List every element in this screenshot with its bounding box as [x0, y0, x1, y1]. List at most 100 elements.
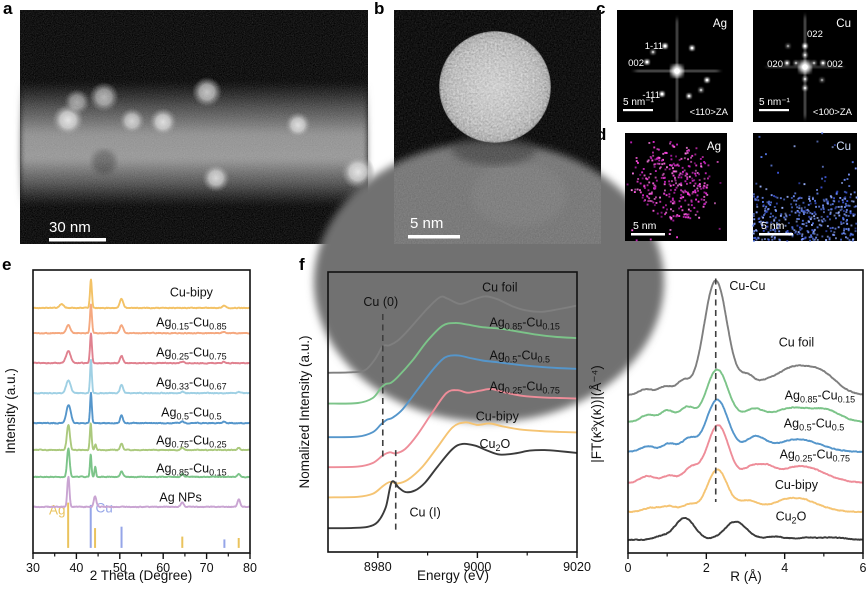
stick-label-cu: Cu	[96, 501, 113, 516]
panel-g-exafs-chart: Cu-Cu 0 2 4 6 R (Å) |FT(κ³χ(κ))|(Å⁻⁴) Cu foil Ag…	[589, 269, 866, 584]
series-cu2o	[327, 442, 578, 530]
x-tick-label: 40	[69, 561, 83, 575]
panel-e-xrd-chart: Ag Cu 30 40 50 60 70 80 2 Theta (Degree) Intensit…	[3, 269, 257, 583]
eds-dots	[752, 132, 858, 242]
noise-overlay	[394, 10, 601, 244]
scalebar	[623, 109, 653, 112]
spot-label-002: 002	[827, 59, 843, 70]
panel-label-d: d	[596, 125, 607, 144]
x-axis-title: 2 Theta (Degree)	[90, 568, 193, 583]
series-cu-foil	[627, 279, 864, 396]
x-tick-label: 80	[243, 561, 257, 575]
scalebar-label: 5 nm⁻¹	[759, 97, 791, 108]
x-tick-label: 30	[26, 561, 40, 575]
panel-label-e: e	[2, 255, 12, 274]
annotation-label-cu-cu: Cu-Cu	[729, 279, 765, 293]
diffraction-spots	[644, 43, 710, 99]
series-label-ag0-85-cu0-15: Ag0.85-Cu0.15	[156, 462, 227, 478]
series-ag0-5-cu0-5	[32, 391, 251, 425]
series-label-ag0-85-cu0-15: Ag0.85-Cu0.15	[489, 316, 560, 332]
x-tick-label: 9000	[463, 560, 491, 574]
stick-label-ag: Ag	[49, 502, 66, 517]
annotation-cu-cu: Cu-Cu	[714, 278, 766, 503]
annotation-label-cu-0: Cu (0)	[363, 295, 398, 309]
x-tick-label: 8980	[364, 560, 392, 574]
series-label-ag0-75-cu0-25: Ag0.75-Cu0.25	[156, 434, 227, 450]
axes: 0 2 4 6 R (Å) |FT(κ³χ(κ))|(Å⁻⁴)	[589, 269, 866, 584]
x-axis-title: R (Å)	[730, 569, 762, 584]
series-ag0-5-cu0-5	[627, 398, 864, 453]
scalebar	[759, 233, 793, 236]
series-lines	[627, 279, 864, 542]
series-label-ag0-33-cu0-67: Ag0.33-Cu0.67	[156, 376, 227, 392]
series-cu-bipy	[627, 468, 864, 514]
x-tick-label: 0	[625, 561, 632, 575]
annotation-cu-0: Cu (0)	[363, 295, 398, 460]
annotation-cu-i: Cu (I)	[394, 450, 441, 533]
panel-label-c: c	[596, 0, 606, 18]
series-ag0-85-cu0-15	[627, 368, 864, 423]
series-label-cu-bipy: Cu-bipy	[170, 286, 214, 300]
series-label-cu2o: Cu2O	[776, 510, 807, 526]
fft-streaks	[767, 16, 843, 118]
panel-label-f: f	[299, 255, 305, 274]
panel-a-stem-image: 30 nm	[20, 10, 375, 244]
series-cu-bipy	[32, 278, 251, 310]
x-tick-label: 50	[113, 561, 127, 575]
series-label-cu2o: Cu2O	[479, 437, 510, 453]
panel-f-xanes-chart: Cu (0) Cu (I) 8980 9000 9020 Energy (eV) Nomal…	[297, 271, 591, 583]
element-label: Cu	[836, 18, 851, 30]
spot-label-111: -111	[642, 90, 660, 101]
series-ag-nps	[32, 475, 251, 509]
panel-c-fft-cu: 022 020 002 Cu 5 nm⁻¹ <100>ZA	[753, 10, 857, 122]
element-label: Ag	[707, 141, 721, 153]
series-ag0-25-cu0-75	[627, 424, 864, 484]
eds-dots	[626, 141, 722, 242]
panel-b-hrtem-image: 5 nm	[314, 10, 664, 422]
series-ag0-85-cu0-15	[327, 322, 578, 405]
spot-label-1-11: 1-11	[645, 41, 663, 52]
x-tick-label: 6	[860, 561, 866, 575]
series-ag0-85-cu0-15	[32, 447, 251, 479]
panel-label-a: a	[3, 0, 13, 18]
scalebar-a	[49, 238, 106, 242]
series-ag0-5-cu0-5	[327, 354, 578, 439]
element-label: Ag	[713, 18, 727, 30]
series-labels: Cu foil Ag0.85-Cu0.15 Ag0.5-Cu0.5 Ag0.25-Cu…	[476, 281, 560, 453]
series-ag0-15-cu0-85	[32, 303, 251, 335]
series-label-ag0-25-cu0-75: Ag0.25-Cu0.75	[780, 448, 851, 464]
series-label-ag0-5-cu0-5: Ag0.5-Cu0.5	[161, 406, 221, 422]
panel-d-eds-map-cu: Cu 5 nm	[752, 132, 858, 242]
zone-axis-label: <100>ZA	[813, 107, 853, 118]
series-label-ag0-5-cu0-5: Ag0.5-Cu0.5	[784, 417, 844, 433]
scalebar-label: 5 nm⁻¹	[623, 97, 655, 108]
scalebar-label: 5 nm	[633, 220, 657, 232]
scalebar-label-a: 30 nm	[49, 219, 91, 236]
series-label-cu-bipy: Cu-bipy	[775, 478, 819, 492]
scalebar	[759, 109, 789, 112]
x-axis-title: Energy (eV)	[417, 568, 489, 583]
series-ag0-25-cu0-75	[32, 332, 251, 365]
series-cu2o	[627, 516, 864, 542]
series-cu-bipy	[327, 421, 578, 499]
x-tick-label: 9020	[563, 560, 591, 574]
series-label-ag-nps: Ag NPs	[159, 490, 201, 504]
series-label-cu-bipy: Cu-bipy	[476, 409, 520, 423]
series-label-ag0-5-cu0-5: Ag0.5-Cu0.5	[489, 348, 549, 364]
x-tick-label: 2	[703, 561, 710, 575]
scalebar-label: 5 nm	[761, 220, 785, 232]
series-labels: Cu foil Ag0.85-Cu0.15 Ag0.5-Cu0.5 Ag0.25-Cu…	[775, 335, 855, 525]
series-cu-foil	[327, 295, 578, 374]
x-tick-label: 4	[781, 561, 788, 575]
series-ag0-33-cu0-67	[32, 358, 251, 395]
spot-label-002: 002	[628, 58, 644, 69]
diffraction-spots	[784, 43, 826, 91]
series-label-cu-foil: Cu foil	[779, 335, 814, 349]
scalebar-b	[408, 235, 460, 239]
series-lines	[32, 278, 251, 509]
series-label-ag0-25-cu0-75: Ag0.25-Cu0.75	[489, 379, 560, 395]
panel-d-eds-map-ag: Ag 5 nm	[625, 133, 727, 242]
spot-label-022: 022	[807, 29, 823, 40]
